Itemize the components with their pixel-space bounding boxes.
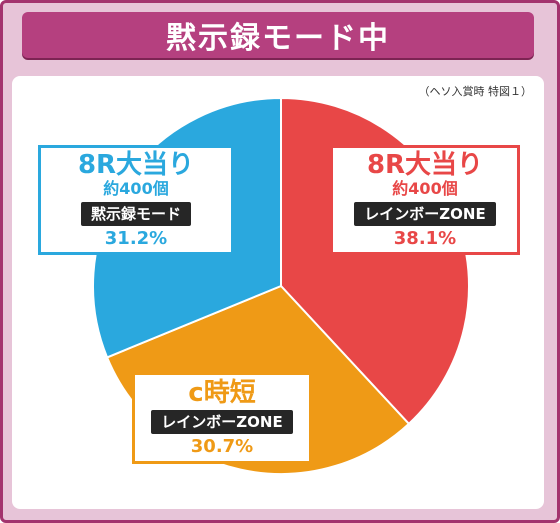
chart-title: 黙示録モード中 [22,12,534,58]
label-orange-pct: 30.7% [190,436,254,457]
label-orange-main: c時短 [188,378,256,408]
label-blue-pct: 31.2% [104,228,168,249]
label-blue-sub: 約400個 [103,179,169,198]
label-red-main: 8R大当り [366,150,484,180]
label-blue-main: 8R大当り [77,150,195,180]
label-blue-mode: 黙示録モード [80,202,191,226]
label-orange-mode: レインボーZONE [151,410,293,434]
label-red-sub: 約400個 [392,179,458,198]
label-red-slice: 8R大当り 約400個 レインボーZONE 38.1% [330,145,520,255]
label-red-mode: レインボーZONE [354,202,496,226]
label-blue-slice: 8R大当り 約400個 黙示録モード 31.2% [38,145,234,255]
label-orange-slice: c時短 レインボーZONE 30.7% [132,372,312,464]
label-red-pct: 38.1% [393,228,457,249]
chart-note: （ヘソ入賞時 特図１） [418,85,533,98]
